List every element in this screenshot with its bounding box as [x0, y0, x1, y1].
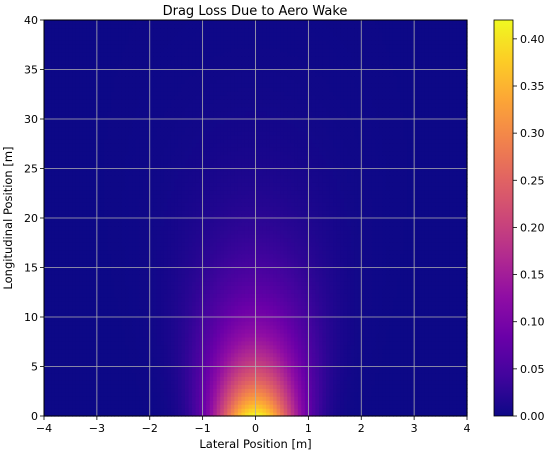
colorbar-tick-label: 0.00 — [520, 410, 545, 423]
y-axis-label: Longitudinal Position [m] — [1, 146, 15, 289]
colorbar-tick-label: 0.40 — [520, 33, 545, 46]
x-tick-label: 2 — [358, 422, 365, 435]
colorbar-gradient — [493, 19, 514, 417]
colorbar-tick-label: 0.15 — [520, 269, 545, 282]
y-tick-label: 30 — [24, 113, 38, 126]
y-tick-label: 35 — [24, 64, 38, 77]
y-tick-label: 25 — [24, 163, 38, 176]
x-tick-label: −4 — [36, 422, 52, 435]
colorbar-tick-label: 0.20 — [520, 221, 545, 234]
grid-lines — [43, 19, 468, 417]
y-tick-label: 5 — [31, 361, 38, 374]
colorbar: 0.00 0.05 0.10 0.15 0.20 0.25 0.30 0.35 0.40 — [493, 19, 545, 423]
x-tick-label: −2 — [142, 422, 158, 435]
y-axis-ticks: 0 5 10 15 20 25 30 35 40 — [24, 14, 44, 423]
x-tick-label: 1 — [305, 422, 312, 435]
x-tick-label: 3 — [411, 422, 418, 435]
colorbar-tick-label: 0.30 — [520, 127, 545, 140]
x-axis-ticks: −4 −3 −2 −1 0 1 2 3 4 — [36, 416, 471, 435]
colorbar-tick-label: 0.05 — [520, 363, 545, 376]
x-axis-label: Lateral Position [m] — [199, 437, 311, 451]
x-tick-label: −3 — [89, 422, 105, 435]
y-tick-label: 15 — [24, 262, 38, 275]
y-tick-label: 20 — [24, 212, 38, 225]
y-tick-label: 40 — [24, 14, 38, 27]
x-tick-label: 0 — [252, 422, 259, 435]
x-tick-label: 4 — [464, 422, 471, 435]
y-tick-label: 10 — [24, 311, 38, 324]
y-tick-label: 0 — [31, 410, 38, 423]
colorbar-tick-label: 0.25 — [520, 174, 545, 187]
colorbar-tick-label: 0.10 — [520, 316, 545, 329]
chart-title: Drag Loss Due to Aero Wake — [163, 4, 348, 19]
x-tick-label: −1 — [195, 422, 211, 435]
colorbar-tick-label: 0.35 — [520, 80, 545, 93]
